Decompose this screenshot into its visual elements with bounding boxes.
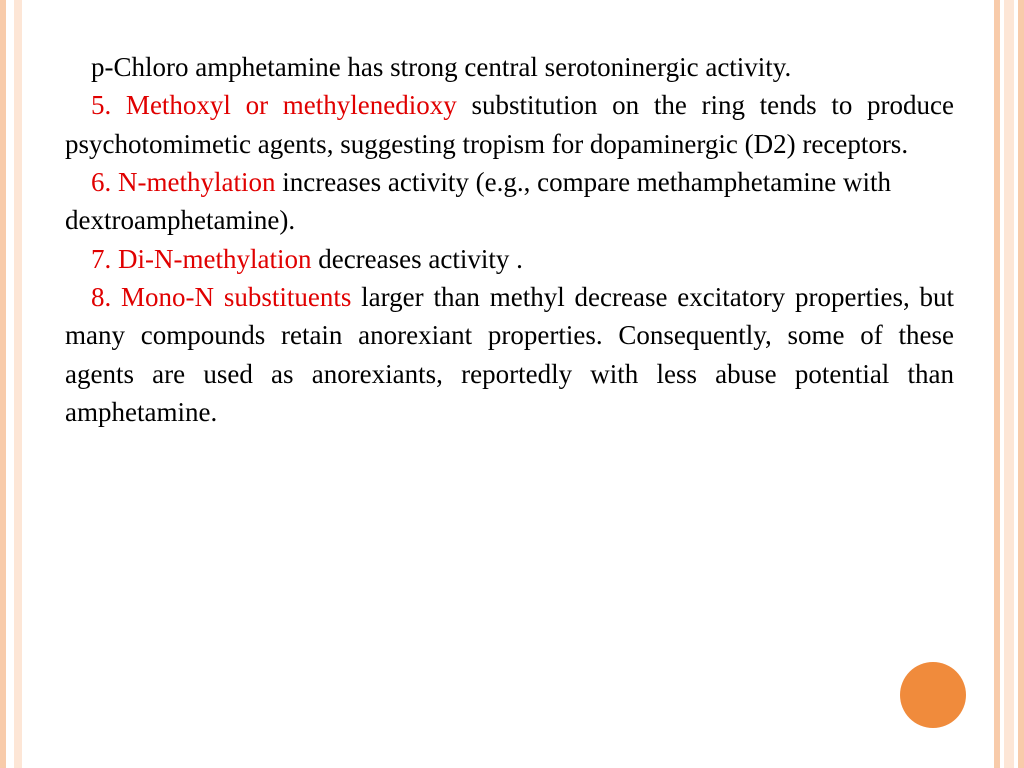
paragraph-5: 8. Mono-N substituents larger than methy… <box>65 278 954 431</box>
paragraph-1: p-Chloro amphetamine has strong central … <box>65 48 954 86</box>
slide-content: p-Chloro amphetamine has strong central … <box>65 48 954 431</box>
paragraph-4: 7. Di-N-methylation decreases activity . <box>65 240 954 278</box>
p2-lead: 5. Methoxyl or methylenedioxy <box>91 90 471 120</box>
border-right-mid <box>1004 0 1014 768</box>
p4-rest: decreases activity . <box>318 244 523 274</box>
paragraph-3: 6. N-methylation increases activity (e.g… <box>65 163 954 240</box>
border-right-outer <box>1018 0 1024 768</box>
decorative-circle-icon <box>900 662 966 728</box>
p3-lead: 6. N-methylation <box>91 167 282 197</box>
border-left-outer <box>0 0 6 768</box>
p5-lead: 8. Mono-N substituents <box>91 282 361 312</box>
p4-lead: 7. Di-N-methylation <box>91 244 318 274</box>
border-left-inner <box>14 0 22 768</box>
paragraph-2: 5. Methoxyl or methylenedioxy substituti… <box>65 86 954 163</box>
border-right-inner <box>994 0 1000 768</box>
p1-text: p-Chloro amphetamine has strong central … <box>91 52 791 82</box>
